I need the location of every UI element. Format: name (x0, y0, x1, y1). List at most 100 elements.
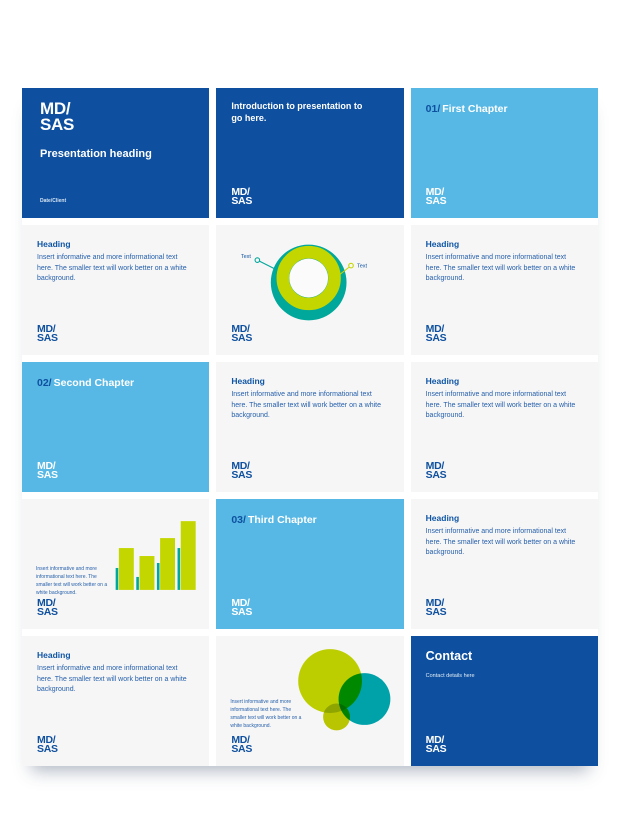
venn-circle-medium (338, 673, 391, 725)
logo-line2: SAS (425, 469, 447, 482)
logo-line2: SAS (231, 469, 253, 482)
venn-caption: Insert informative and more informationa… (230, 699, 302, 729)
venn-circle-small (323, 703, 351, 731)
chapter-number: 03/ (231, 514, 246, 526)
mdsas-logo: MD/ SAS (37, 733, 58, 756)
logo-line1: MD/ (37, 459, 56, 472)
logo-line1: MD/ (231, 596, 250, 609)
mdsas-logo: MD/ SAS (231, 596, 253, 619)
slide-intro: Introduction to presentation to go here.… (216, 88, 404, 218)
slide-bar-chart: Insert informative and more informationa… (22, 499, 210, 629)
slide-content-6: Heading Insert informative and more info… (22, 636, 210, 766)
slide-content-4: Heading Insert informative and more info… (410, 362, 598, 492)
logo-line1: MD/ (231, 459, 250, 472)
logo-line1: MD/ (425, 733, 445, 746)
mdsas-logo: MD/ SAS (425, 322, 447, 344)
bar (177, 548, 181, 590)
bar (156, 563, 160, 590)
content-body: Insert informative and more informationa… (425, 528, 576, 556)
content-body: Insert informative and more informationa… (425, 254, 576, 282)
logo-line2: SAS (37, 606, 58, 619)
contact-heading: Contact (425, 649, 473, 663)
mdsas-logo: MD/ SAS (37, 322, 58, 345)
bar-chart-svg (115, 521, 196, 590)
mdsas-logo: MD/ SAS (231, 459, 253, 482)
logo-line2: SAS (425, 743, 447, 756)
logo-line1: MD/ (37, 596, 56, 609)
logo-line1: MD/ (425, 459, 445, 472)
chapter-name: Third Chapter (247, 514, 317, 526)
content-heading: Heading (425, 239, 460, 249)
donut-chart-svg: Text Text (241, 244, 368, 321)
left-callout-label: Text (241, 254, 252, 260)
mdsas-logo: MD/ SAS (231, 733, 253, 756)
slide-content-5: Heading Insert informative and more info… (410, 499, 598, 629)
chapter-title: 02/Second Chapter (37, 377, 134, 389)
left-callout-line (259, 260, 277, 271)
logo-line2: SAS (37, 469, 58, 482)
content-body: Insert informative and more informationa… (425, 391, 576, 419)
logo-line2: SAS (40, 114, 75, 134)
logo-line2: SAS (425, 195, 447, 208)
date-client-label: Date/Client (40, 198, 67, 204)
logo-line1: MD/ (231, 185, 250, 198)
bar (160, 538, 176, 590)
mdsas-logo: MD/ SAS (425, 459, 447, 482)
logo-line1: MD/ (231, 733, 250, 746)
content-heading: Heading (37, 650, 71, 660)
bar (136, 576, 139, 590)
slide-chapter-03: 03/Third Chapter MD/ SAS (216, 499, 404, 629)
donut-inner-ring (276, 245, 342, 311)
slide-chapter-01: 01/First Chapter MD/ SAS (410, 88, 598, 218)
content-body: Insert informative and more informationa… (231, 391, 381, 419)
intro-text: Introduction to presentation to go here. (231, 101, 363, 124)
mdsas-logo: MD/ SAS (425, 185, 447, 208)
slide-content-2: Heading Insert informative and more info… (410, 225, 598, 355)
logo-line2: SAS (231, 606, 253, 619)
logo-line1: MD/ (425, 185, 445, 198)
content-body: Insert informative and more informationa… (37, 254, 187, 282)
bar (180, 521, 196, 590)
logo-line1: MD/ (231, 322, 250, 335)
chapter-name: Second Chapter (53, 377, 135, 389)
right-callout-marker (348, 262, 355, 269)
slide-chapter-02: 02/Second Chapter MD/ SAS (22, 362, 210, 492)
logo-line2: SAS (231, 743, 253, 756)
mdsas-logo: MD/ SAS (37, 459, 58, 482)
slide-venn-diagram: Insert informative and more informationa… (216, 636, 404, 766)
chapter-number: 02/ (37, 377, 52, 389)
logo-line2: SAS (37, 332, 58, 345)
bar (118, 548, 134, 590)
venn-diagram-svg (298, 649, 391, 731)
chapter-name: First Chapter (442, 103, 508, 115)
slide-content-3: Heading Insert informative and more info… (216, 362, 404, 492)
chapter-number: 01/ (425, 103, 441, 115)
slide-title: MD/ SAS Presentation heading Date/Client (22, 88, 210, 218)
content-heading: Heading (37, 239, 71, 249)
chapter-title: 01/First Chapter (426, 103, 508, 115)
logo-line1: MD/ (40, 99, 71, 118)
logo-line1: MD/ (37, 322, 56, 335)
mdsas-logo: MD/ SAS (425, 598, 447, 619)
logo-line1: MD/ (425, 322, 445, 335)
mdsas-logo: MD/ SAS (231, 185, 253, 208)
logo-line2: SAS (425, 606, 447, 619)
donut-hole (289, 258, 329, 298)
slide-donut-chart: Text Text MD/ SAS (216, 225, 404, 355)
slide-contact: Contact Contact details here MD/ SAS (410, 636, 598, 766)
bar-chart-caption: Insert informative and more informationa… (36, 566, 108, 596)
logo-line2: SAS (231, 332, 253, 345)
logo-line2: SAS (231, 195, 253, 208)
right-callout-label: Text (357, 264, 368, 270)
presentation-grid: MD/ SAS Presentation heading Date/Client… (22, 88, 598, 766)
logo-line1: MD/ (37, 733, 56, 746)
slide-content-1: Heading Insert informative and more info… (22, 225, 210, 355)
content-heading: Heading (231, 376, 265, 386)
content-body: Insert informative and more informationa… (37, 665, 187, 693)
mdsas-logo: MD/ SAS (425, 733, 447, 756)
bar (115, 567, 119, 590)
mdsas-logo: MD/ SAS (40, 99, 75, 134)
presentation-heading: Presentation heading (40, 148, 152, 160)
right-callout-line (339, 266, 350, 276)
logo-line2: SAS (37, 743, 58, 756)
